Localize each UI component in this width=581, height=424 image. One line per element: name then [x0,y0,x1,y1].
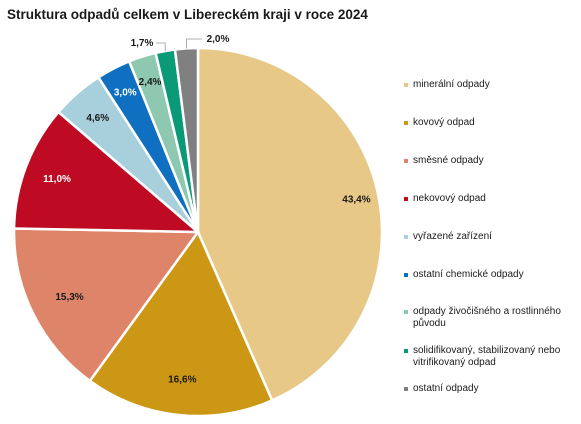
legend-item: ostatní odpady [404,383,579,395]
data-label: 1,7% [131,38,154,49]
legend-swatch [404,235,408,239]
legend-swatch [404,83,408,87]
data-label: 3,0% [114,87,137,98]
legend-label: směsné odpady [413,155,484,166]
legend-swatch [404,349,408,353]
pie-slice [88,230,274,418]
data-label: 43,4% [342,195,370,206]
legend-swatch [404,197,408,201]
legend-item: směsné odpady [404,155,579,167]
chart-title: Struktura odpadů celkem v Libereckém kra… [7,7,368,22]
legend-label: kovový odpad [413,117,475,128]
leader-line [156,42,166,51]
pie-slice [12,110,200,234]
data-label: 2,0% [207,34,230,45]
legend-item: solidifikovaný, stabilizovaný nebo vitri… [404,345,579,369]
legend-item: ostatní chemické odpady [404,269,579,281]
legend-label: vyřazené zařízení [413,231,492,242]
legend-swatch [404,159,408,163]
legend-label: minerální odpady [413,79,490,90]
legend-label: ostatní odpady [413,383,479,394]
legend-swatch [404,310,408,314]
legend-label: nekovový odpad [413,193,486,204]
legend-label: solidifikovaný, stabilizovaný nebo vitri… [413,345,561,368]
legend-label: odpady živočišného a rostlinného původu [413,306,561,329]
legend-swatch [404,121,408,125]
legend-item: minerální odpady [404,79,579,91]
legend-item: nekovový odpad [404,193,579,205]
legend-item: vyřazené zařízení [404,231,579,243]
data-label: 11,0% [43,174,71,185]
legend-item: odpady živočišného a rostlinného původu [404,306,579,330]
legend-item: kovový odpad [404,117,579,129]
pie-slice [12,227,200,383]
pie-chart: 43,4% 16,6% 15,3% 11,0% 4,6% 3,0%2,4% 1,7% 2,0% [12,34,384,418]
legend-swatch [404,387,408,391]
pie-slice [173,46,200,234]
data-label: 4,6% [86,113,109,124]
data-label: 16,6% [168,374,196,385]
pie-slice [196,46,384,402]
leader-line [186,38,202,49]
data-label: 15,3% [55,292,83,303]
legend-label: ostatní chemické odpady [413,269,524,280]
data-label: 2,4% [139,77,162,88]
legend: minerální odpady kovový odpad směsné odpad… [404,0,581,424]
legend-swatch [404,273,408,277]
